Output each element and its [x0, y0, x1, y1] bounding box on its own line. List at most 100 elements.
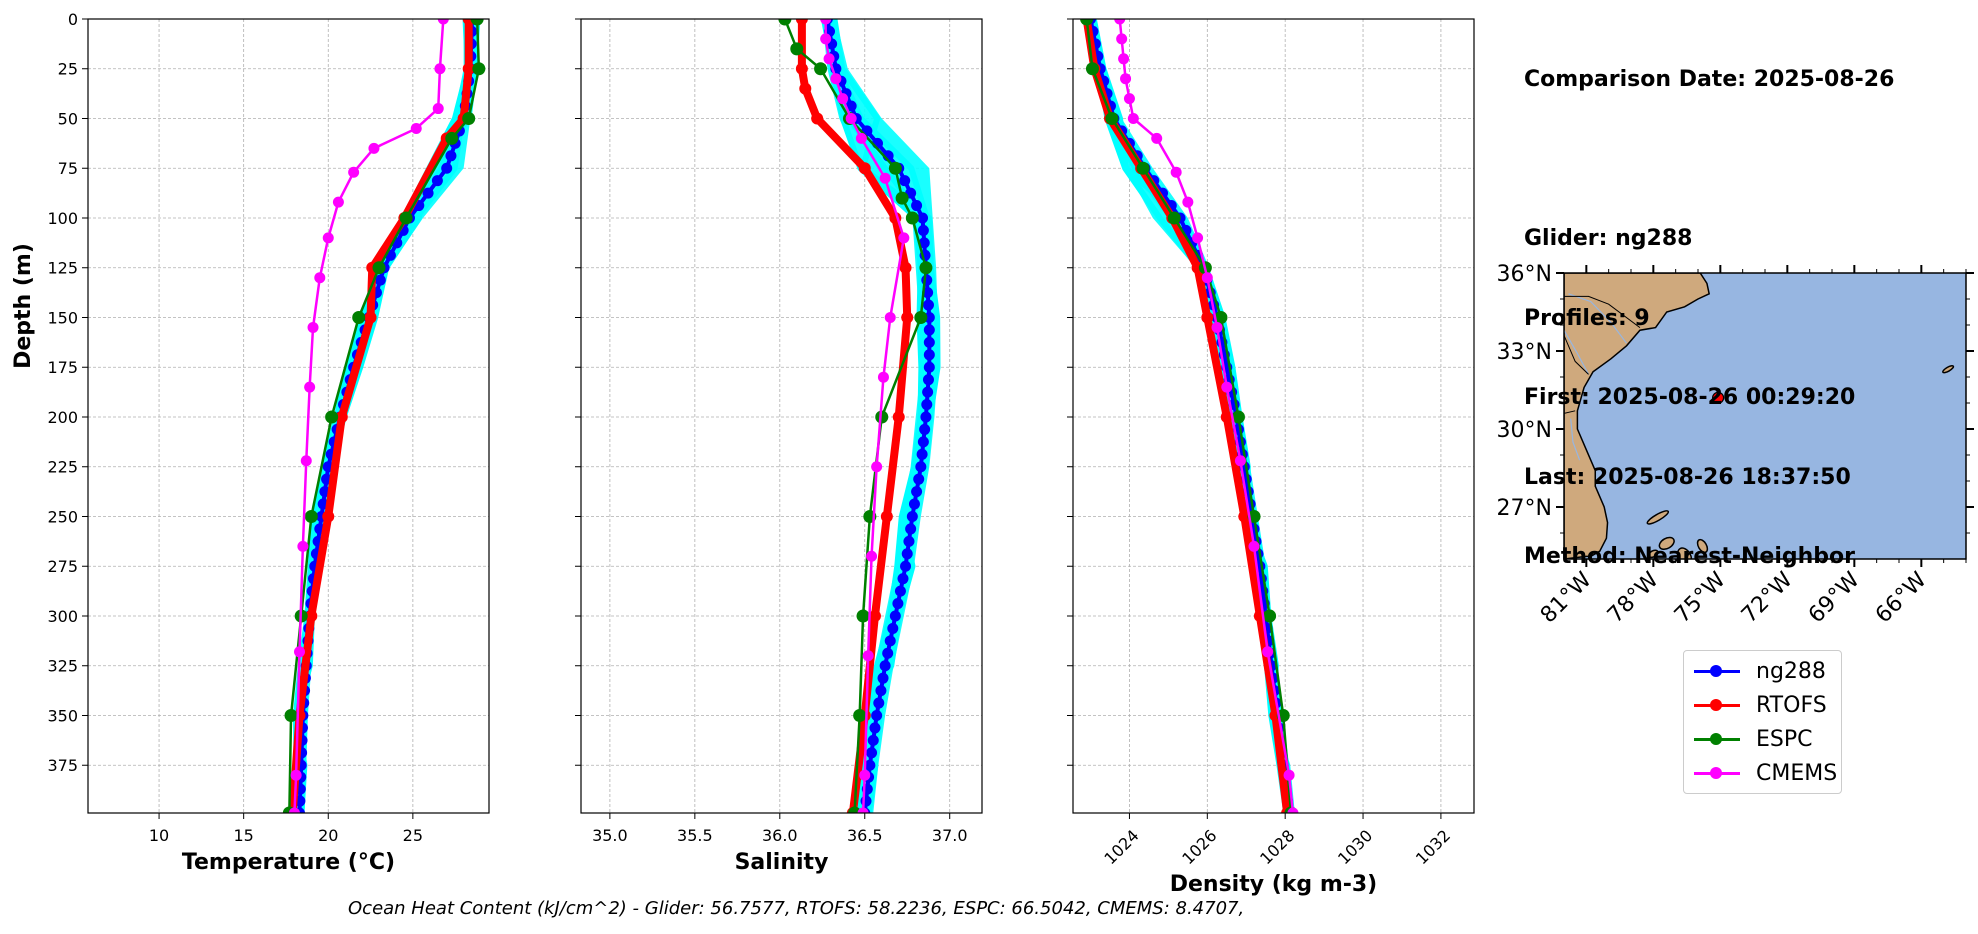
series-point	[431, 175, 443, 187]
y-tick-label: 300	[47, 607, 78, 626]
y-tick-label: 150	[47, 308, 78, 327]
legend-label: ESPC	[1756, 726, 1813, 752]
series-point	[858, 162, 871, 175]
series-point	[871, 461, 883, 473]
series-point	[304, 381, 316, 393]
y-tick-label: 25	[58, 60, 78, 79]
series-point	[1262, 646, 1274, 658]
series-point	[1220, 410, 1233, 423]
series-point	[332, 196, 344, 208]
series-point	[820, 33, 832, 45]
x-tick-label: 36.5	[847, 826, 883, 845]
y-tick-label: 225	[47, 458, 78, 477]
series-point	[923, 361, 935, 373]
island	[1658, 536, 1675, 551]
series-point	[1263, 609, 1277, 623]
series-point	[919, 423, 931, 435]
series-point	[374, 274, 386, 286]
series-point	[880, 510, 893, 523]
series-point	[811, 112, 824, 125]
series-line	[783, 19, 928, 813]
series-point	[1234, 455, 1246, 467]
info-panel: Comparison Date: 2025-08-26 Glider: ng28…	[1524, 14, 1894, 597]
series-point	[868, 609, 881, 622]
island	[1648, 549, 1659, 559]
series-point	[1136, 161, 1150, 175]
series-point	[1080, 19, 1094, 26]
series-point	[1105, 111, 1119, 125]
series-point	[1170, 166, 1182, 178]
series-point	[922, 299, 934, 311]
info-spacer	[1524, 147, 1894, 174]
series-point	[795, 62, 808, 75]
series-point	[1120, 73, 1132, 85]
series-point	[410, 122, 422, 134]
comparison-date: Comparison Date: 2025-08-26	[1524, 67, 1895, 92]
series-point	[922, 374, 934, 386]
series-point	[908, 498, 920, 510]
river	[1564, 329, 1590, 375]
ohc-footer: Ocean Heat Content (kJ/cm^2) - Glider: 5…	[348, 898, 1245, 919]
y-tick-label: 200	[47, 408, 78, 427]
glider-location-marker	[1711, 391, 1725, 404]
lat-tick-label: 36°N	[1497, 262, 1552, 287]
series-point	[1238, 510, 1251, 523]
series-point	[462, 111, 476, 125]
series-cmems	[1114, 19, 1299, 813]
series-point	[445, 131, 459, 145]
legend-swatch	[1692, 763, 1742, 783]
series-espc	[778, 19, 933, 813]
state-border	[1564, 410, 1576, 414]
series-point	[918, 237, 930, 249]
series-point	[917, 212, 929, 224]
series-point	[875, 685, 887, 697]
series-point	[790, 42, 804, 56]
series-point	[322, 232, 334, 244]
x-axis-label: Temperature (°C)	[182, 850, 395, 875]
axes-frame	[87, 18, 490, 814]
series-point	[862, 650, 874, 662]
plot-area	[282, 19, 486, 813]
series-point	[884, 311, 896, 323]
series-point	[917, 224, 929, 236]
series-point	[799, 82, 812, 95]
series-point	[845, 112, 857, 124]
profile-panel-1: 0 25 50 75 100 125 150 175 200 225 250 275 300 325 350…	[11, 10, 490, 875]
series-point	[871, 709, 883, 721]
series-point	[845, 100, 857, 112]
series-point	[901, 548, 913, 560]
series-point	[889, 610, 901, 622]
x-tick-label: 20	[318, 826, 338, 845]
series-point	[1192, 232, 1204, 244]
series-line	[293, 19, 445, 813]
series-point	[823, 53, 835, 65]
series-point	[305, 609, 318, 622]
profiles-count: Profiles: 9	[1524, 305, 1650, 331]
series-point	[437, 19, 449, 25]
series-point	[901, 311, 914, 324]
series-point	[913, 473, 925, 485]
series-point	[293, 646, 305, 658]
legend-swatch	[1692, 695, 1742, 715]
series-point	[1211, 321, 1223, 333]
series-point	[923, 324, 935, 336]
legend-item-ng288: ng288	[1692, 656, 1826, 686]
method: Method: Nearest-Neighbor	[1524, 544, 1855, 569]
series-point	[304, 509, 318, 523]
coastline	[1564, 273, 1711, 559]
first-time: First: 2025-08-26 00:29:20	[1524, 385, 1856, 410]
series-point	[432, 103, 444, 115]
series-point	[879, 172, 891, 184]
y-tick-label: 100	[47, 209, 78, 228]
x-tick-label: 10	[149, 826, 169, 845]
x-tick-label: 36.0	[762, 826, 798, 845]
river	[1568, 293, 1628, 344]
series-point	[297, 540, 309, 552]
series-point	[422, 187, 434, 199]
legend-swatch	[1692, 661, 1742, 681]
series-point	[1182, 196, 1194, 208]
y-tick-label: 125	[47, 259, 78, 278]
series-point	[888, 161, 902, 175]
series-point	[472, 62, 486, 76]
series-point	[1085, 62, 1099, 76]
